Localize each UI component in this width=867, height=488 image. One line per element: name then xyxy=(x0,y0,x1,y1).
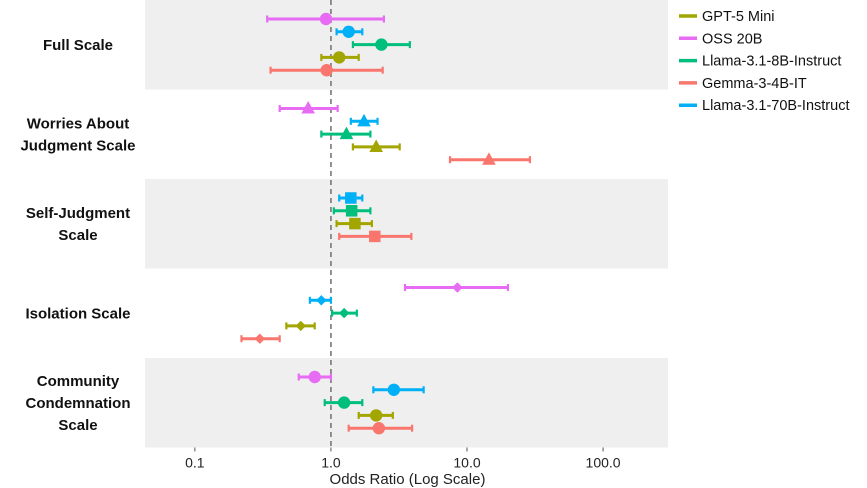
point-isolation-scale-oss-20b xyxy=(452,282,463,293)
group-worries-about-judgment-scale xyxy=(278,101,532,165)
point-community-condemnation-scale-gpt-5-mini xyxy=(369,409,383,422)
point-community-condemnation-scale-oss-20b xyxy=(308,370,321,384)
point-worries-about-judgment-scale-gpt-5-mini xyxy=(369,139,383,152)
point-worries-about-judgment-scale-gemma-3-4b-it xyxy=(482,152,496,165)
point-full-scale-llama-3-1-8b-instruct xyxy=(375,38,388,51)
point-self-judgment-scale-gpt-5-mini xyxy=(349,217,361,230)
legend: GPT-5 Mini OSS 20B Llama-3.1-8B-Instruct Ge… xyxy=(679,9,849,114)
point-full-scale-gemma-3-4b-it xyxy=(320,63,333,77)
point-self-judgment-scale-gemma-3-4b-it xyxy=(369,230,381,243)
point-isolation-scale-llama-3-1-70b-instruct xyxy=(316,295,327,306)
band-self-judgment-scale xyxy=(145,179,668,269)
group-label-full-scale-line-0: Full Scale xyxy=(43,37,113,54)
point-community-condemnation-scale-gemma-3-4b-it xyxy=(372,422,386,435)
point-full-scale-llama-3-1-70b-instruct xyxy=(342,25,355,38)
tick-label-10-0: 10.0 xyxy=(453,455,480,471)
tick-label-1-0: 1.0 xyxy=(321,455,341,471)
point-community-condemnation-scale-llama-3-1-70b-instruct xyxy=(387,383,401,396)
point-isolation-scale-gpt-5-mini xyxy=(295,320,306,332)
group-label-worries-about-judgment-scale-line-1: Judgment Scale xyxy=(20,137,135,154)
legend-label-oss-20b: OSS 20B xyxy=(702,31,762,47)
group-label-community-condemnation-scale-line-2: Scale xyxy=(58,417,97,434)
group-label-isolation-scale-line-0: Isolation Scale xyxy=(25,305,130,322)
point-worries-about-judgment-scale-oss-20b xyxy=(301,101,315,114)
group-label-self-judgment-scale-line-0: Self-Judgment xyxy=(26,205,130,222)
point-isolation-scale-gemma-3-4b-it xyxy=(254,333,265,344)
group-full-scale xyxy=(266,12,411,77)
point-full-scale-gpt-5-mini xyxy=(333,51,346,64)
point-self-judgment-scale-llama-3-1-8b-instruct xyxy=(345,205,358,217)
legend-label-gemma-3-4b-it: Gemma-3-4B-IT xyxy=(702,76,807,92)
tick-label-100-0: 100.0 xyxy=(586,455,621,471)
point-full-scale-oss-20b xyxy=(319,12,333,26)
legend-label-gpt-5-mini: GPT-5 Mini xyxy=(702,9,775,25)
legend-label-llama-3-1-70b-instruct: Llama-3.1-70B-Instruct xyxy=(702,98,849,114)
point-community-condemnation-scale-llama-3-1-8b-instruct xyxy=(337,396,351,409)
x-axis-title: Odds Ratio (Log Scale) xyxy=(330,471,486,488)
point-self-judgment-scale-llama-3-1-70b-instruct xyxy=(345,192,357,204)
point-isolation-scale-llama-3-1-8b-instruct xyxy=(338,307,350,319)
x-axis: 0.1 1.0 10.0 100.0 Odds Ratio (Log Scale) xyxy=(185,447,621,488)
legend-label-llama-3-1-8b-instruct: Llama-3.1-8B-Instruct xyxy=(702,54,841,70)
group-bands xyxy=(145,0,668,448)
group-label-community-condemnation-scale-line-0: Community xyxy=(37,373,120,390)
band-community-condemnation-scale xyxy=(145,358,668,448)
tick-label-0-1: 0.1 xyxy=(185,455,205,471)
group-isolation-scale xyxy=(240,282,510,344)
group-label-worries-about-judgment-scale-line-0: Worries About xyxy=(27,115,130,132)
group-community-condemnation-scale xyxy=(297,370,425,435)
point-worries-about-judgment-scale-llama-3-1-70b-instruct xyxy=(357,113,371,127)
group-self-judgment-scale xyxy=(332,192,413,243)
group-labels: Full Scale Worries About Judgment Scale Sel… xyxy=(20,37,135,434)
point-worries-about-judgment-scale-llama-3-1-8b-instruct xyxy=(339,126,354,140)
data-marks xyxy=(240,12,532,435)
group-label-community-condemnation-scale-line-1: Condemnation xyxy=(26,395,131,412)
group-label-self-judgment-scale-line-1: Scale xyxy=(58,227,97,244)
